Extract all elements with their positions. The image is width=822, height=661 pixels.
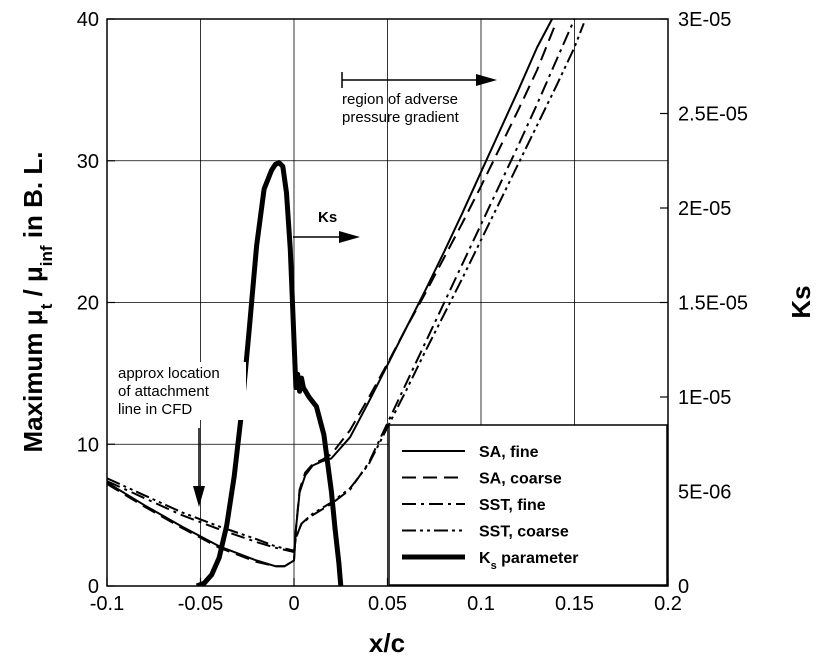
annotation-attachment-line: approx location of attachment line in CF… — [114, 362, 246, 507]
ks-arrow-label: Ks — [318, 209, 337, 226]
x-axis-title: x/c — [369, 628, 405, 658]
series-group — [107, 19, 585, 586]
attachment-label-line2: of attachment — [118, 383, 210, 400]
x-tick-label-3: 0.05 — [368, 593, 407, 615]
y-tick-label-1: 10 — [77, 434, 99, 456]
legend-label-k-parameter: Ks parameter — [479, 550, 579, 572]
adverse-pressure-label-line2: pressure gradient — [342, 109, 460, 126]
y2-axis-title: Ks — [786, 285, 816, 318]
x-tick-label-6: 0.2 — [654, 593, 682, 615]
legend-label-3: SST, coarse — [479, 524, 569, 541]
legend-label-1: SA, coarse — [479, 471, 562, 488]
y2-tick-label-3: 1.5E-05 — [678, 293, 748, 315]
adverse-pressure-arrow-head — [476, 74, 497, 86]
y-axis-title-mid: / μ — [18, 266, 48, 304]
attachment-label-background — [114, 362, 246, 420]
legend-label-k-main: K — [479, 550, 491, 567]
y-axis-title-sub1: t — [37, 303, 56, 309]
y2-tick-label-6: 3E-05 — [678, 9, 731, 31]
x-tick-label-1: -0.05 — [178, 593, 224, 615]
ticks-group: -0.1 -0.05 0 0.05 0.1 0.15 0.201020304005E-061… — [77, 9, 748, 615]
attachment-label-line3: line in CFD — [118, 401, 192, 418]
legend-entries: SA, fine SA, coarse SST, fine SST, coarse — [402, 444, 569, 541]
x-tick-label-4: 0.1 — [467, 593, 495, 615]
adverse-pressure-label-line1: region of adverse — [342, 91, 458, 108]
legend-label-2: SST, fine — [479, 497, 546, 514]
y2-tick-label-0: 0 — [678, 576, 689, 598]
series-line-3 — [107, 22, 585, 552]
x-tick-label-2: 0 — [288, 593, 299, 615]
y-tick-label-4: 40 — [77, 9, 99, 31]
legend: SA, fine SA, coarse SST, fine SST, coarse K… — [388, 424, 668, 586]
y2-tick-label-4: 2E-05 — [678, 198, 731, 220]
y2-tick-label-1: 5E-06 — [678, 482, 731, 504]
y-tick-label-3: 30 — [77, 151, 99, 173]
attachment-arrow-head — [193, 486, 205, 507]
y-axis-title-prefix: Maximum μ — [18, 309, 48, 452]
y2-tick-label-2: 1E-05 — [678, 387, 731, 409]
x-tick-label-0: -0.1 — [90, 593, 124, 615]
y-axis-title: Maximum μt / μinf in B. L. — [18, 152, 56, 453]
x-tick-label-5: 0.15 — [555, 593, 594, 615]
y-axis-title-suffix: in B. L. — [18, 152, 48, 246]
legend-label-k-rest: parameter — [497, 550, 579, 567]
series-line-4 — [195, 160, 344, 586]
y-tick-label-0: 0 — [88, 576, 99, 598]
legend-label-k-sub: s — [491, 560, 497, 572]
series-line-2 — [107, 19, 576, 553]
y-axis-title-sub2: inf — [37, 245, 56, 266]
legend-label-0: SA, fine — [479, 444, 539, 461]
y2-tick-label-5: 2.5E-05 — [678, 104, 748, 126]
annotation-adverse-pressure: region of adverse pressure gradient — [341, 72, 497, 126]
annotation-ks-arrow: Ks — [293, 209, 360, 243]
attachment-label-line1: approx location — [118, 365, 220, 382]
y-tick-label-2: 20 — [77, 293, 99, 315]
ks-arrow-head — [339, 231, 360, 243]
